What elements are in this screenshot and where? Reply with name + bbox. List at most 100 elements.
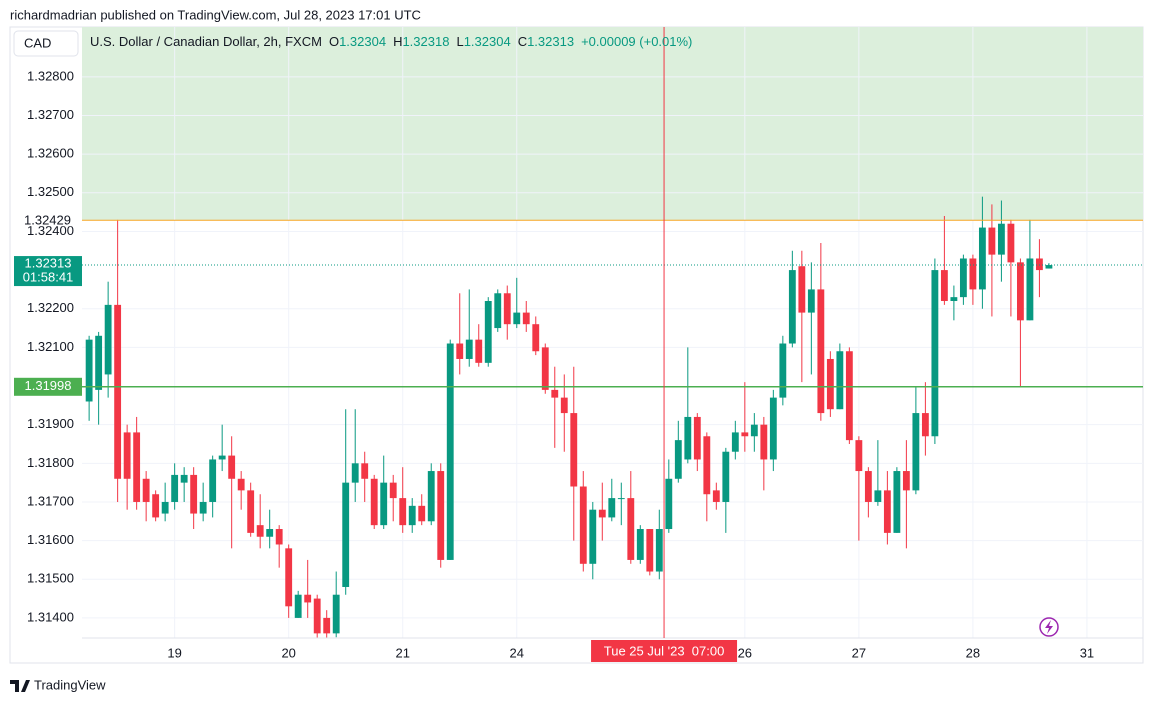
alert-icon[interactable] — [1039, 617, 1059, 637]
candle-body — [769, 397, 777, 460]
o-label: O — [329, 34, 339, 49]
candle-body — [456, 343, 464, 359]
candle-body — [760, 424, 768, 460]
last-price-label: 1.32313 — [25, 255, 72, 270]
candle-body — [361, 463, 369, 479]
c-label: C — [518, 34, 527, 49]
candle-body — [247, 490, 255, 533]
candle-body — [1007, 223, 1015, 263]
y-tick-label: 1.32800 — [27, 68, 74, 83]
candle-body — [693, 416, 701, 460]
candle-body — [665, 478, 673, 530]
x-tick-label: 28 — [966, 645, 980, 660]
candle-body — [627, 498, 635, 560]
y-tick-label: 1.31500 — [27, 571, 74, 586]
candle-body — [218, 455, 226, 460]
candle-body — [1045, 265, 1053, 269]
y-tick-label: 1.32600 — [27, 146, 74, 161]
change: +0.00009 (+0.01%) — [581, 34, 692, 49]
candle-body — [741, 432, 749, 437]
candle-body — [171, 474, 179, 502]
candle-body — [617, 498, 625, 500]
overlay-layer: 1.32800 1.32700 1.32600 1.32500 1.32400 1.322… — [14, 27, 1143, 662]
candle-body — [142, 478, 150, 502]
candle-body — [114, 304, 122, 479]
candle-body — [313, 598, 321, 634]
candle-body — [133, 432, 141, 502]
y-tick-label: 1.31400 — [27, 609, 74, 624]
y-tick-label: 1.31800 — [27, 455, 74, 470]
candle-body — [589, 509, 597, 564]
candle-body — [532, 324, 540, 352]
byline: richardmadrian published on TradingView.… — [10, 7, 421, 22]
zone — [82, 27, 1143, 221]
brand: TradingView — [34, 677, 106, 692]
last-price-badge — [14, 256, 82, 287]
candle-body — [484, 301, 492, 363]
candle-body — [228, 455, 236, 479]
h-value: 1.32318 — [402, 34, 449, 49]
y-tick-label: 1.32400 — [27, 223, 74, 238]
candle-body — [874, 490, 882, 502]
candle-body — [209, 459, 217, 502]
candle-body — [190, 474, 198, 514]
candle-body — [950, 297, 958, 302]
candle-body — [722, 451, 730, 502]
candle-body — [104, 304, 112, 375]
candle-body — [304, 594, 312, 603]
candle-body — [503, 293, 511, 325]
candle-body — [551, 389, 559, 398]
candle-body — [475, 339, 483, 363]
level-label: 1.32429 — [24, 213, 71, 228]
h-label: H — [393, 34, 402, 49]
x-tick-label: 27 — [852, 645, 866, 660]
candle-body — [465, 339, 473, 359]
x-tick-label: 31 — [1080, 645, 1094, 660]
currency[interactable]: CAD — [24, 35, 51, 50]
candle-body — [836, 351, 844, 410]
candle-body — [275, 529, 283, 545]
candle-body — [1016, 262, 1024, 321]
candle-body — [712, 490, 720, 502]
x-tick-label: 26 — [738, 645, 752, 660]
candle-body — [541, 347, 549, 390]
candle-body — [446, 343, 454, 560]
candle-body — [579, 486, 587, 564]
candle-body — [646, 529, 654, 572]
y-tick-label: 1.31600 — [27, 532, 74, 547]
candle-body — [864, 471, 872, 502]
candle-body — [437, 471, 445, 560]
candle-body — [902, 471, 910, 491]
candle-body — [674, 440, 682, 479]
candle-body — [418, 505, 426, 522]
candle-body — [408, 505, 416, 526]
candle-body — [522, 312, 530, 325]
candle-body — [494, 293, 502, 329]
candle-body — [1035, 258, 1043, 271]
currency-button[interactable] — [13, 30, 79, 57]
symbol: U.S. Dollar / Canadian Dollar, 2h, FXCM — [90, 34, 322, 49]
plot-layer — [82, 196, 1143, 638]
candle-body — [427, 471, 435, 522]
candle-body — [826, 358, 834, 410]
candle-body — [969, 258, 977, 290]
level-badge — [14, 377, 82, 396]
candle-body — [389, 482, 397, 499]
candle-body — [655, 529, 663, 572]
candle-body — [940, 270, 948, 302]
candle-body — [893, 471, 901, 533]
crosshair-label-bg — [591, 640, 738, 662]
x-tick-label: 19 — [167, 645, 181, 660]
candle-body — [931, 270, 939, 437]
candle-body — [95, 335, 103, 390]
candle-body — [988, 227, 996, 255]
o-value: 1.32304 — [339, 34, 386, 49]
y-tick-label: 1.32700 — [27, 107, 74, 122]
legend: U.S. Dollar / Canadian Dollar, 2h, FXCM O… — [90, 34, 692, 49]
x-tick-label: 20 — [281, 645, 295, 660]
candle-body — [817, 289, 825, 414]
candle-body — [855, 440, 863, 472]
candle-body — [684, 416, 692, 460]
candle-body — [152, 494, 160, 518]
